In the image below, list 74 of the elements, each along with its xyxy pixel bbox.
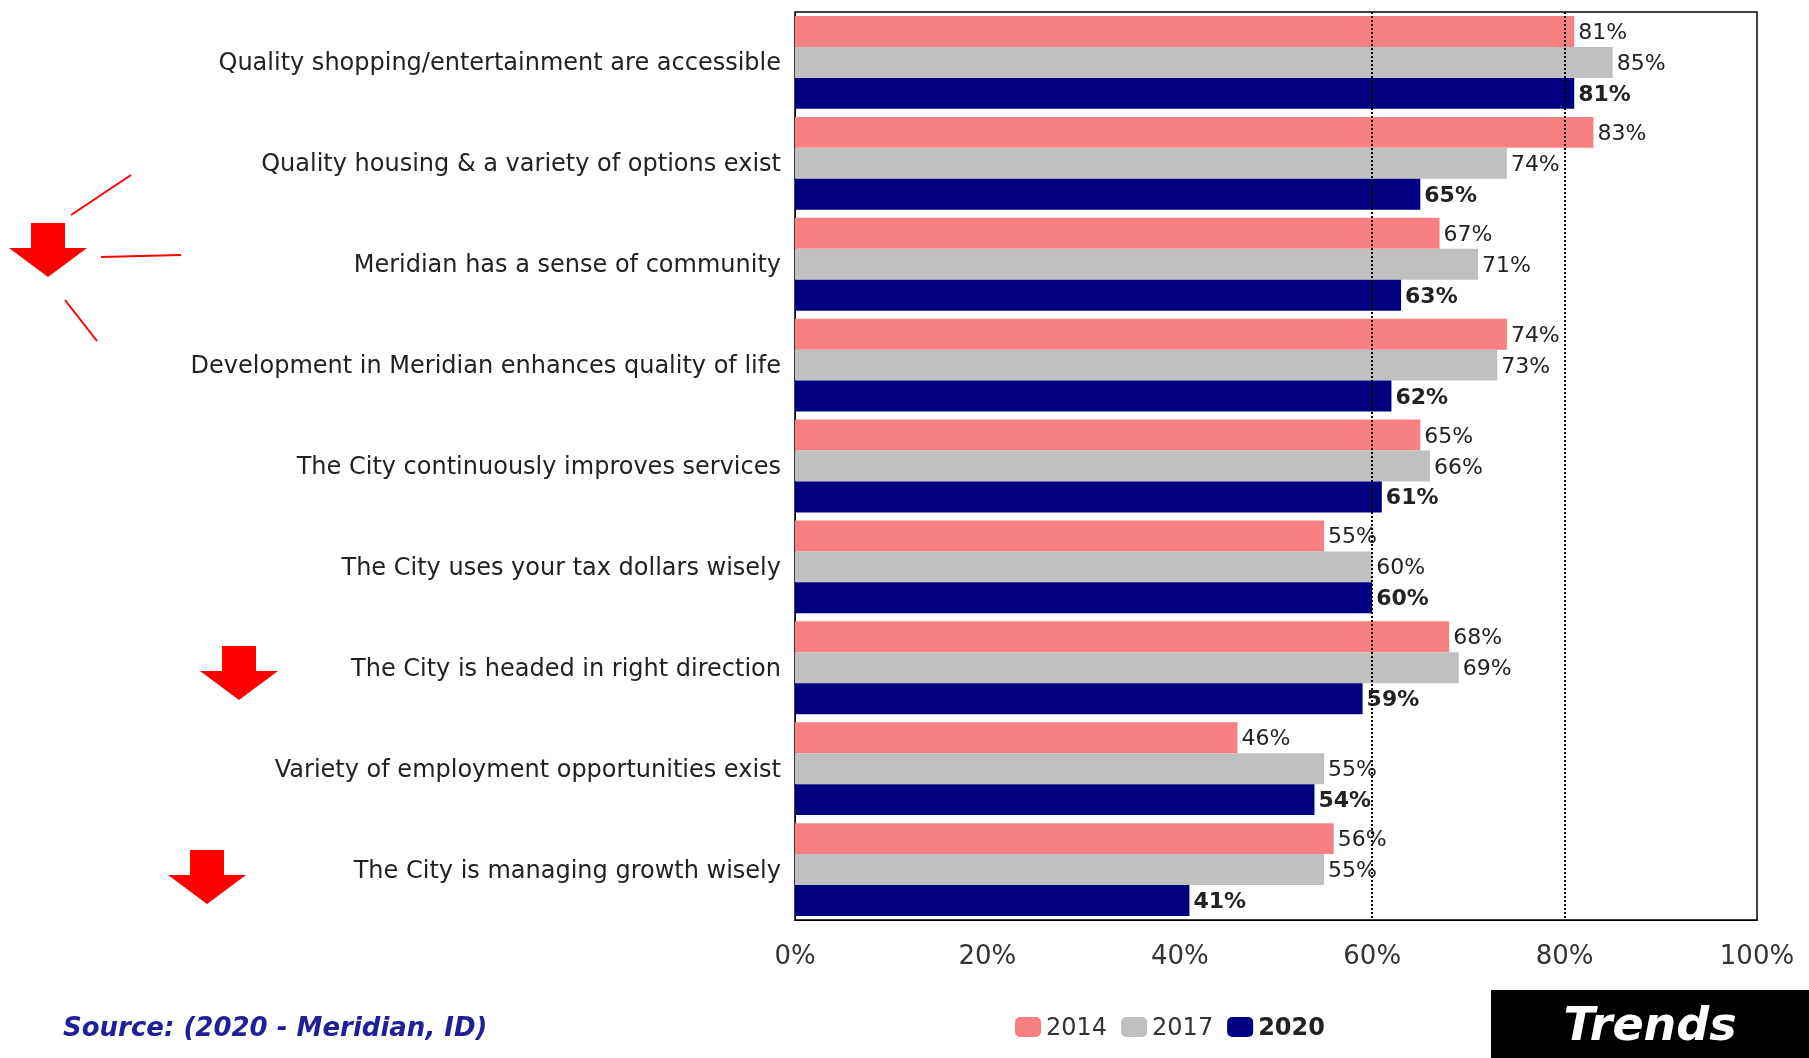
bar: [795, 380, 1392, 412]
data-label: 74%: [1510, 321, 1560, 347]
data-label: 59%: [1366, 686, 1420, 712]
bar: [795, 16, 1575, 47]
bar: [795, 178, 1421, 210]
bar: [795, 823, 1334, 855]
data-label: 83%: [1597, 119, 1647, 145]
source-note: Source: (2020 - Meridian, ID): [63, 1012, 488, 1042]
data-label: 73%: [1501, 352, 1551, 378]
bar: [795, 753, 1325, 785]
data-label: 56%: [1337, 826, 1387, 852]
bar: [795, 279, 1402, 311]
data-label: 54%: [1318, 787, 1372, 813]
legend-label: 2017: [1152, 1013, 1214, 1041]
bar: [795, 217, 1440, 249]
data-label: 62%: [1395, 383, 1449, 409]
bar: [795, 520, 1325, 552]
bar: [795, 450, 1430, 482]
data-label: 41%: [1193, 887, 1247, 913]
y-tick-label: Development in Meridian enhances quality of life: [190, 351, 781, 380]
bar: [795, 784, 1315, 816]
data-label: 65%: [1424, 422, 1474, 448]
text: Trends: [1563, 997, 1737, 1051]
bar: [795, 46, 1613, 78]
x-tick-label: 60%: [1343, 940, 1402, 970]
bar: [795, 419, 1421, 451]
data-label: 55%: [1328, 523, 1378, 549]
x-tick-label: 80%: [1535, 940, 1594, 970]
x-tick-label: 20%: [958, 940, 1017, 970]
data-label: 69%: [1462, 655, 1512, 681]
data-label: 74%: [1510, 150, 1560, 176]
bar: [795, 147, 1507, 179]
data-label: 61%: [1385, 484, 1439, 510]
data-label: 60%: [1376, 585, 1429, 611]
bar: [795, 885, 1190, 916]
bar: [795, 77, 1575, 109]
data-label: 55%: [1328, 857, 1378, 883]
y-tick-label: Meridian has a sense of community: [353, 250, 781, 279]
data-label: 71%: [1482, 251, 1531, 277]
bar: [795, 551, 1373, 583]
bar: [795, 582, 1373, 614]
legend-label: 2014: [1046, 1013, 1108, 1041]
data-label: 46%: [1241, 725, 1291, 751]
bar: [795, 248, 1479, 280]
data-label: 67%: [1443, 220, 1493, 246]
x-tick-label: 100%: [1719, 940, 1795, 970]
bar: [795, 481, 1382, 513]
y-tick-label: The City continuously improves services: [295, 452, 781, 480]
data-label: 81%: [1578, 80, 1631, 106]
y-tick-label: The City is managing growth wisely: [352, 855, 781, 884]
data-label: 63%: [1405, 282, 1458, 308]
y-tick-label: Quality housing & a variety of options exist: [261, 149, 781, 178]
bar: [795, 318, 1507, 350]
y-tick-label: Variety of employment opportunities exist: [274, 754, 781, 783]
x-tick-label: 40%: [1150, 940, 1209, 970]
bar: [795, 652, 1459, 684]
bar: [795, 722, 1238, 754]
data-label: 66%: [1433, 453, 1483, 479]
y-tick-label: The City is headed in right direction: [350, 653, 781, 682]
bar: [795, 854, 1325, 886]
y-tick-label: The City uses your tax dollars wisely: [340, 552, 781, 581]
data-label: 55%: [1328, 756, 1378, 782]
data-label: 81%: [1578, 19, 1628, 45]
bar: [795, 349, 1498, 381]
bar: [795, 621, 1450, 653]
legend-label: 2020: [1258, 1013, 1325, 1041]
data-label: 68%: [1453, 624, 1503, 650]
data-label: 65%: [1424, 181, 1477, 207]
data-label: 60%: [1376, 554, 1426, 580]
data-label: 85%: [1616, 49, 1666, 75]
y-tick-label: Quality shopping/entertainment are accessible: [218, 48, 781, 77]
bar: [795, 683, 1363, 715]
x-tick-label: 0%: [774, 940, 816, 970]
bar: [795, 116, 1594, 148]
